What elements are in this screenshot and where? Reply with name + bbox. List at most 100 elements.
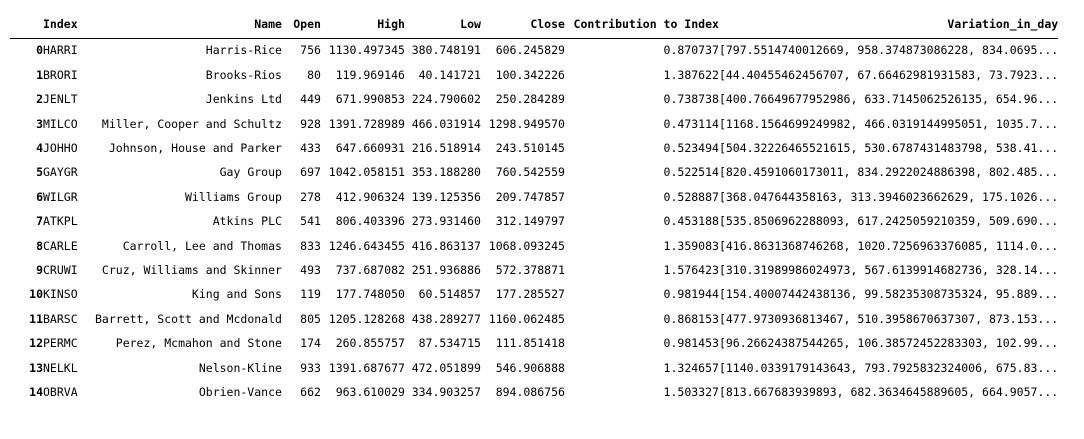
cell-high: 177.748050 (335, 287, 405, 302)
cell-open: 119 (300, 287, 321, 302)
row-index: 14 (29, 384, 43, 399)
header-contribution: Contribution to Index (564, 12, 719, 39)
row-index: 4 (36, 141, 43, 155)
row-index: 13 (29, 360, 43, 375)
cell-close: 606.245829 (495, 43, 565, 58)
cell-variation: [416.8631368746268, 1020.7256963376085, … (718, 238, 1059, 253)
table-row: 12 PERMC Perez, Mcmahon and Stone 174 260.85… (10, 331, 1059, 357)
header-row-index (10, 12, 43, 39)
cell-variation: [820.4591060173011, 834.2922024886398, 8… (718, 165, 1059, 180)
cell-low: 60.514857 (418, 287, 481, 302)
cell-index: JENLT (43, 92, 78, 107)
cell-high: 1246.643455 (328, 238, 405, 253)
cell-low: 380.748191 (411, 43, 481, 58)
cell-open: 449 (300, 92, 321, 107)
cell-close: 1068.093245 (488, 238, 565, 253)
cell-index: KINSO (43, 287, 78, 302)
cell-name: Jenkins Ltd (205, 92, 282, 107)
cell-name: Barrett, Scott and Mcdonald (95, 311, 282, 326)
cell-index: GAYGR (43, 165, 78, 180)
cell-low: 224.790602 (411, 92, 481, 107)
cell-low: 251.936886 (411, 262, 481, 277)
row-index: 3 (36, 116, 43, 131)
cell-name: Obrien-Vance (198, 384, 282, 399)
cell-close: 894.086756 (495, 384, 565, 399)
table-row: 2 JENLT Jenkins Ltd 449 671.990853 224.790602… (10, 87, 1059, 113)
cell-low: 334.903257 (411, 384, 481, 399)
cell-name: Brooks-Rios (205, 67, 282, 82)
cell-close: 546.906888 (495, 360, 565, 375)
cell-open: 541 (300, 214, 321, 229)
cell-contribution: 0.868153 (663, 311, 719, 326)
cell-contribution: 1.359083 (663, 238, 719, 253)
cell-contribution: 0.528887 (663, 189, 719, 204)
cell-open: 433 (300, 141, 321, 155)
cell-high: 737.687082 (335, 262, 405, 277)
cell-name: Miller, Cooper and Schultz (101, 116, 282, 131)
cell-name: Johnson, House and Parker (108, 141, 282, 155)
cell-contribution: 1.324657 (663, 360, 719, 375)
cell-close: 760.542559 (495, 165, 565, 180)
cell-index: WILGR (43, 189, 78, 204)
table-row: 5 GAYGR Gay Group 697 1042.058151 353.188280 7… (10, 160, 1059, 186)
cell-high: 260.855757 (335, 336, 405, 351)
cell-open: 80 (307, 67, 321, 82)
cell-high: 806.403396 (335, 214, 405, 229)
cell-index: MILCO (43, 116, 78, 131)
cell-variation: [535.8506962288093, 617.2425059210359, 5… (718, 214, 1059, 229)
header-variation: Variation_in_day (718, 12, 1059, 39)
cell-index: ATKPL (43, 214, 78, 229)
cell-index: CARLE (43, 238, 78, 253)
cell-contribution: 0.522514 (663, 165, 719, 180)
cell-close: 209.747857 (495, 189, 565, 204)
cell-name: Gay Group (219, 165, 282, 180)
table-row: 6 WILGR Williams Group 278 412.906324 139.125… (10, 185, 1059, 210)
cell-contribution: 0.981944 (663, 287, 719, 302)
cell-high: 963.610029 (335, 384, 405, 399)
table-body: 0 HARRI Harris-Rice 756 1130.497345 380.74819… (10, 38, 1059, 405)
cell-contribution: 0.981453 (663, 336, 719, 351)
row-index: 1 (36, 67, 43, 82)
cell-variation: [1140.0339179143643, 793.7925832324006, … (718, 360, 1059, 375)
cell-variation: [813.667683939893, 682.3634645889605, 66… (718, 384, 1059, 399)
cell-contribution: 0.523494 (663, 141, 719, 155)
cell-open: 928 (300, 116, 321, 131)
row-index: 10 (29, 287, 43, 302)
cell-name: Atkins PLC (212, 214, 282, 229)
cell-variation: [96.26624387544265, 106.38572452283303, … (718, 336, 1059, 351)
cell-variation: [797.5514740012669, 958.374873086228, 83… (718, 43, 1059, 58)
row-index: 12 (29, 336, 43, 351)
cell-contribution: 0.473114 (663, 116, 719, 131)
row-index: 2 (36, 92, 43, 107)
cell-low: 472.051899 (411, 360, 481, 375)
cell-open: 756 (300, 43, 321, 58)
cell-variation: [368.047644358163, 313.3946023662629, 17… (718, 189, 1059, 204)
cell-high: 1391.687677 (328, 360, 405, 375)
cell-close: 312.149797 (495, 214, 565, 229)
cell-name: Williams Group (185, 189, 282, 204)
table-row: 0 HARRI Harris-Rice 756 1130.497345 380.74819… (10, 38, 1059, 64)
cell-contribution: 0.870737 (663, 43, 719, 58)
header-name: Name (95, 12, 282, 39)
header-open: Open (281, 12, 321, 39)
header-close: Close (480, 12, 565, 39)
cell-low: 353.188280 (411, 165, 481, 180)
cell-name: Perez, Mcmahon and Stone (115, 336, 282, 351)
cell-variation: [477.9730936813467, 510.3958670637307, 8… (718, 311, 1059, 326)
header-low: Low (404, 12, 481, 39)
cell-high: 119.969146 (335, 67, 405, 82)
cell-low: 216.518914 (411, 141, 481, 155)
cell-index: CRUWI (43, 262, 78, 277)
cell-high: 412.906324 (335, 189, 405, 204)
cell-index: BARSC (43, 311, 78, 326)
cell-contribution: 1.387622 (663, 67, 719, 82)
row-index: 9 (36, 262, 43, 277)
table-row: 4 JOHHO Johnson, House and Parker 433 647.66… (10, 136, 1059, 161)
cell-close: 111.851418 (495, 336, 565, 351)
table-row: 3 MILCO Miller, Cooper and Schultz 928 1391.… (10, 112, 1059, 137)
header-row: Index Name Open High Low Close Contribut… (10, 12, 1059, 39)
cell-low: 139.125356 (411, 189, 481, 204)
cell-close: 177.285527 (495, 287, 565, 302)
cell-high: 1042.058151 (328, 165, 405, 180)
cell-contribution: 0.738738 (663, 92, 719, 107)
